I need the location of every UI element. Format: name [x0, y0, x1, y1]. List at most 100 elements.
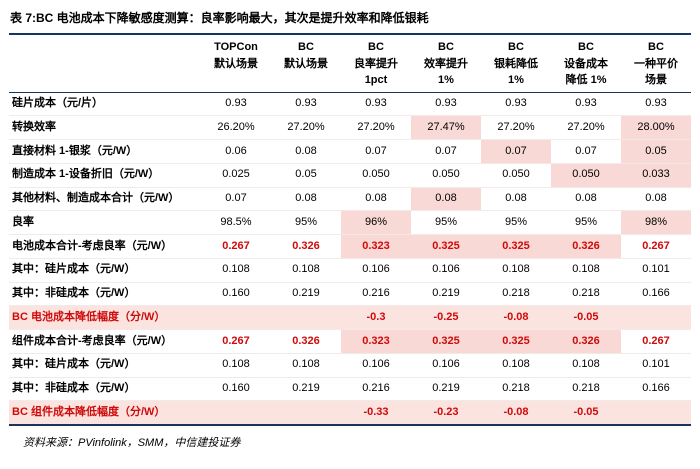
cell: -0.08 [481, 400, 551, 425]
cell-highlighted: 0.08 [411, 187, 481, 212]
cell: 0.06 [201, 139, 271, 164]
header-topcon-default: TOPCon 默认场景 [201, 34, 271, 92]
cell: 0.160 [201, 282, 271, 307]
header-line: 1pct [364, 74, 388, 86]
cell: 0.93 [481, 92, 551, 117]
header-empty [9, 34, 201, 92]
cell: 0.218 [481, 377, 551, 402]
cell: 95% [551, 210, 621, 235]
row-label: 其中：硅片成本（元/W） [9, 258, 201, 283]
cell: 0.108 [201, 258, 271, 283]
cell: 0.08 [271, 187, 341, 212]
header-line: BC [648, 41, 664, 53]
row-label: 硅片成本（元/片） [9, 92, 201, 117]
cell-highlighted: 0.325 [481, 234, 551, 259]
cell: -0.33 [341, 400, 411, 425]
cell: 0.07 [411, 139, 481, 164]
table-row: 直接材料 1-银浆（元/W） 0.06 0.08 0.07 0.07 0.07 … [9, 139, 691, 164]
cell-highlighted: 0.326 [551, 234, 621, 259]
cell: 27.20% [271, 115, 341, 140]
cell: 0.326 [271, 234, 341, 259]
sensitivity-table: TOPCon 默认场景 BC 默认场景 BC 良率提升 1pct BC 效率提升 [9, 33, 691, 426]
cell: -0.3 [341, 305, 411, 330]
cell: 0.101 [621, 353, 691, 378]
header-line: 一种平价 [634, 57, 678, 70]
row-label: BC 电池成本降低幅度（分/W） [9, 305, 201, 330]
cell: 0.108 [201, 353, 271, 378]
header-line: BC [368, 41, 384, 53]
cell: 0.218 [551, 282, 621, 307]
cell: 0.108 [271, 353, 341, 378]
header-line: 默认场景 [284, 57, 328, 70]
cell: 0.07 [201, 187, 271, 212]
row-label: 制造成本 1-设备折旧（元/W） [9, 163, 201, 188]
cell [621, 305, 691, 330]
table-title: 表 7:BC 电池成本下降敏感度测算：良率影响最大，其次是提升效率和降低银耗 [10, 11, 429, 25]
cell: 0.93 [551, 92, 621, 117]
cell: 0.166 [621, 282, 691, 307]
cell: 0.07 [341, 139, 411, 164]
cell: 0.050 [341, 163, 411, 188]
table-row: 其中：硅片成本（元/W） 0.108 0.108 0.106 0.106 0.1… [9, 258, 691, 283]
header-line: BC [298, 41, 314, 53]
row-label: 其中：非硅成本（元/W） [9, 377, 201, 402]
header-line: 银耗降低 [494, 57, 538, 70]
header-line: 1% [438, 74, 454, 86]
cell: 0.108 [551, 258, 621, 283]
cell: -0.25 [411, 305, 481, 330]
cell: 0.219 [271, 377, 341, 402]
cell: 0.267 [201, 329, 271, 354]
cell: 0.08 [271, 139, 341, 164]
header-line: BC [578, 41, 594, 53]
cell: 95% [481, 210, 551, 235]
cell: 0.93 [271, 92, 341, 117]
table-row: 其中：非硅成本（元/W） 0.160 0.219 0.216 0.219 0.2… [9, 377, 691, 402]
cell: 0.219 [411, 282, 481, 307]
header-line: 降低 1% [565, 74, 607, 86]
cell [271, 400, 341, 425]
cell-highlighted: 0.323 [341, 234, 411, 259]
header-bc-silver-down: BC 银耗降低 1% [481, 34, 551, 92]
cell-highlighted: 0.325 [411, 329, 481, 354]
cell-highlighted: 0.033 [621, 163, 691, 188]
cell: 0.218 [551, 377, 621, 402]
cell [201, 400, 271, 425]
cell: -0.08 [481, 305, 551, 330]
cell: 98.5% [201, 210, 271, 235]
cell: -0.05 [551, 400, 621, 425]
cell: 0.106 [411, 258, 481, 283]
cell-highlighted: 98% [621, 210, 691, 235]
cell: 0.216 [341, 282, 411, 307]
cell: 0.267 [621, 329, 691, 354]
cell-highlighted: 0.07 [481, 139, 551, 164]
header-line: 场景 [645, 74, 667, 86]
cell: 0.08 [621, 187, 691, 212]
cell-highlighted: 0.326 [551, 329, 621, 354]
table-row: 组件成本合计-考虑良率（元/W） 0.267 0.326 0.323 0.325… [9, 329, 691, 354]
table-row: 硅片成本（元/片） 0.93 0.93 0.93 0.93 0.93 0.93 … [9, 92, 691, 117]
row-label: 其中：硅片成本（元/W） [9, 353, 201, 378]
cell: 0.93 [201, 92, 271, 117]
table-row-cell-cost-reduction: BC 电池成本降低幅度（分/W） -0.3 -0.25 -0.08 -0.05 [9, 305, 691, 330]
cell: 0.108 [551, 353, 621, 378]
row-label: BC 组件成本降低幅度（分/W） [9, 400, 201, 425]
row-label: 组件成本合计-考虑良率（元/W） [9, 329, 201, 354]
table-row: 其他材料、制造成本合计（元/W） 0.07 0.08 0.08 0.08 0.0… [9, 187, 691, 212]
header-line: 良率提升 [354, 57, 398, 70]
header-bc-equipment-down: BC 设备成本 降低 1% [551, 34, 621, 92]
cell: 26.20% [201, 115, 271, 140]
cell [621, 400, 691, 425]
cell-highlighted: 28.00% [621, 115, 691, 140]
cell-highlighted: 0.050 [551, 163, 621, 188]
cell-highlighted: 0.325 [411, 234, 481, 259]
header-bc-efficiency-up: BC 效率提升 1% [411, 34, 481, 92]
cell: 0.050 [481, 163, 551, 188]
row-label: 电池成本合计-考虑良率（元/W） [9, 234, 201, 259]
header-row: TOPCon 默认场景 BC 默认场景 BC 良率提升 1pct BC 效率提升 [9, 34, 691, 92]
cell: 27.20% [341, 115, 411, 140]
table-row: 转换效率 26.20% 27.20% 27.20% 27.47% 27.20% … [9, 115, 691, 140]
table-row: 其中：非硅成本（元/W） 0.160 0.219 0.216 0.219 0.2… [9, 282, 691, 307]
cell: 0.216 [341, 377, 411, 402]
cell-highlighted: 0.325 [481, 329, 551, 354]
table-row: 良率 98.5% 95% 96% 95% 95% 95% 98% [9, 210, 691, 235]
